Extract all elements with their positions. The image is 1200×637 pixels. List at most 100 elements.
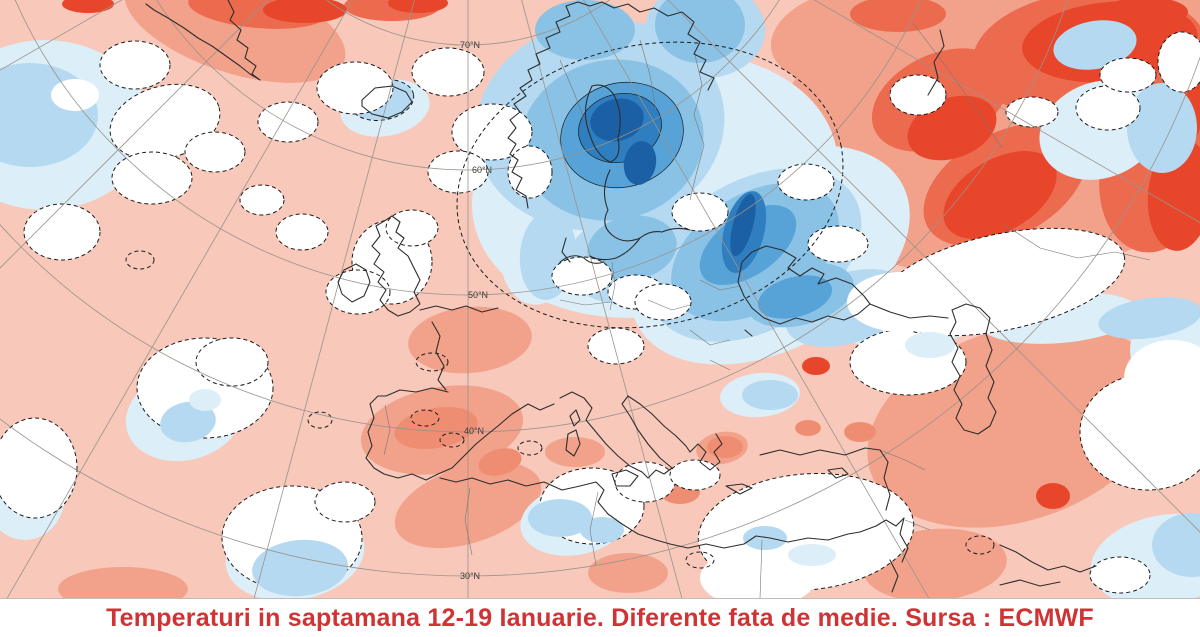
anomaly-blob <box>788 544 836 566</box>
anomaly-blob <box>1075 85 1141 131</box>
country-border <box>904 519 931 531</box>
anomaly-blob <box>195 337 269 387</box>
iberia-coast <box>365 387 555 481</box>
anomaly-blob <box>415 352 449 372</box>
graticule-meridian <box>813 0 1200 224</box>
latitude-label: 60°N <box>472 165 492 175</box>
country-border <box>609 261 616 311</box>
country-border <box>1004 224 1151 261</box>
channel-biscay-coast <box>419 305 499 391</box>
italy-coast <box>559 391 673 487</box>
norway-coast <box>507 1 715 209</box>
anomaly-blob <box>535 0 635 60</box>
anomaly-blob <box>889 74 947 116</box>
anomaly-blob <box>325 269 391 315</box>
anomaly-blob <box>427 150 489 194</box>
anomaly-blob <box>730 193 756 257</box>
anomaly-blob <box>263 0 347 23</box>
graticule-meridian <box>583 0 930 598</box>
anomaly-blob <box>551 256 613 296</box>
anomaly-blob <box>439 432 465 448</box>
anomaly-blob <box>23 203 101 261</box>
country-border <box>911 21 1003 149</box>
anomaly-blob <box>528 499 592 537</box>
anomaly-blob <box>1036 483 1070 509</box>
caspian-coast <box>949 303 997 435</box>
anomaly-blob <box>844 422 876 442</box>
anomaly-blob <box>275 213 329 251</box>
anomaly-blob <box>184 131 246 173</box>
anomaly-blob <box>757 275 833 319</box>
anomaly-blob <box>51 79 99 111</box>
anomaly-blob <box>385 209 439 247</box>
graticule-meridian <box>0 0 269 269</box>
anomaly-blob <box>545 437 605 467</box>
graticule-meridian <box>667 0 1200 533</box>
anomaly-blob <box>795 420 821 436</box>
baltic-coast <box>559 169 691 264</box>
country-border <box>759 539 763 598</box>
anomaly-blob <box>587 327 645 365</box>
anomaly-blob <box>125 250 155 270</box>
iceland-coast <box>361 85 413 119</box>
anomaly-blob <box>1124 340 1200 416</box>
latitude-label: 30°N <box>460 571 480 581</box>
anomaly-blob <box>943 151 1057 239</box>
anomaly-blob <box>1157 31 1200 93</box>
anomaly-blob <box>614 461 676 503</box>
anomaly-blob <box>743 526 787 550</box>
latitude-label: 50°N <box>468 290 488 300</box>
anomaly-blob <box>410 409 440 427</box>
country-border <box>689 54 705 201</box>
bothnia-coast <box>584 84 621 163</box>
anomaly-blob <box>685 551 715 569</box>
country-border <box>559 59 589 131</box>
anomaly-blob <box>623 141 657 185</box>
blacksea-coast <box>737 245 871 337</box>
anomaly-blob <box>1005 96 1059 128</box>
anomaly-map: 70°N 60°N 50°N 40°N 30°N <box>0 0 1200 598</box>
country-border <box>647 299 691 311</box>
graticule-meridian <box>521 0 683 598</box>
country-border <box>879 449 926 471</box>
anomaly-blob <box>742 380 798 410</box>
country-border <box>709 359 731 371</box>
anomaly-blob <box>316 61 394 115</box>
anomaly-blob <box>111 151 193 205</box>
britain-coast <box>371 215 421 317</box>
anomaly-blob <box>669 459 721 491</box>
country-border <box>639 39 657 111</box>
novaya-zemlya-coast <box>927 29 945 96</box>
latitude-label: 40°N <box>464 426 484 436</box>
anomaly-blob <box>62 0 114 13</box>
anomaly-blob <box>189 389 221 411</box>
anomaly-blob <box>1099 57 1157 93</box>
graticule-meridian <box>253 0 415 598</box>
anomaly-blob <box>478 448 522 476</box>
greenland-coast <box>145 0 261 81</box>
anomaly-blob <box>1089 556 1151 594</box>
anomaly-blob <box>257 101 319 143</box>
country-border <box>689 329 731 346</box>
anomaly-blob <box>1053 20 1137 70</box>
africa-coast <box>439 477 905 549</box>
anomaly-blob <box>965 535 995 555</box>
anomaly-blob <box>1127 83 1197 173</box>
turkey-levant-coast <box>759 447 891 511</box>
persian-gulf-coast <box>999 544 1097 587</box>
anomaly-blob <box>634 283 692 321</box>
anomaly-blob <box>802 357 830 375</box>
latitude-label: 70°N <box>460 40 480 50</box>
anomaly-blob <box>1152 513 1200 577</box>
anomaly-blob <box>160 401 216 443</box>
country-border <box>383 404 391 456</box>
anomaly-blob <box>1098 296 1200 340</box>
anomaly-blob <box>700 548 816 598</box>
anomaly-blob <box>411 47 485 97</box>
anomaly-blob <box>307 411 333 429</box>
anomaly-blob <box>707 436 743 458</box>
anomaly-blob <box>517 440 543 456</box>
caption-bar: Temperaturi in saptamana 12-19 Ianuarie.… <box>0 599 1200 637</box>
country-border <box>559 299 611 306</box>
country-border <box>464 487 473 556</box>
